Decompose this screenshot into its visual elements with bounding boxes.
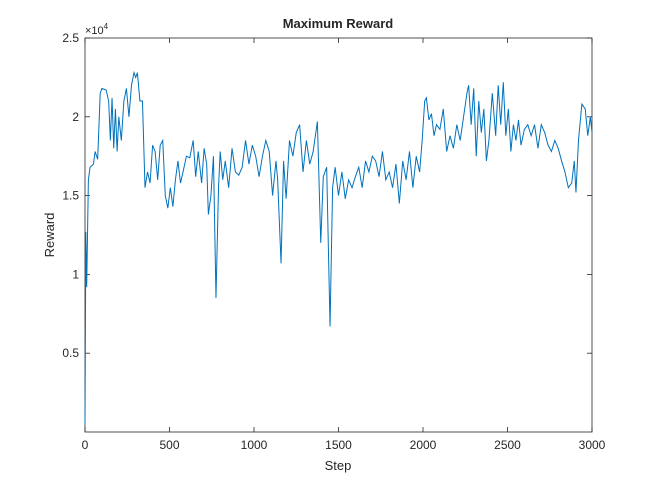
y-exponent-power: 4	[104, 22, 109, 31]
y-tick-label: 2.5	[62, 31, 79, 45]
x-tick-label: 0	[82, 438, 89, 452]
y-axis-label: Reward	[42, 213, 57, 258]
plot-area	[84, 37, 593, 433]
y-tick-label: 2	[72, 110, 79, 124]
x-tick-label: 2000	[410, 438, 437, 452]
x-axis-label: Step	[325, 458, 352, 473]
y-tick-label: 1.5	[62, 189, 79, 203]
x-tick-label: 2500	[494, 438, 521, 452]
data-line	[84, 70, 593, 425]
y-exponent: ×104	[85, 22, 109, 37]
x-tick-label: 1000	[241, 438, 268, 452]
y-tick-label: 0.5	[62, 346, 79, 360]
x-tick-label: 500	[159, 438, 179, 452]
chart-title: Maximum Reward	[283, 16, 394, 31]
y-tick-label: 1	[72, 267, 79, 281]
x-tick-label: 1500	[325, 438, 352, 452]
y-exponent-base: ×10	[85, 25, 104, 37]
x-tick-label: 3000	[579, 438, 606, 452]
